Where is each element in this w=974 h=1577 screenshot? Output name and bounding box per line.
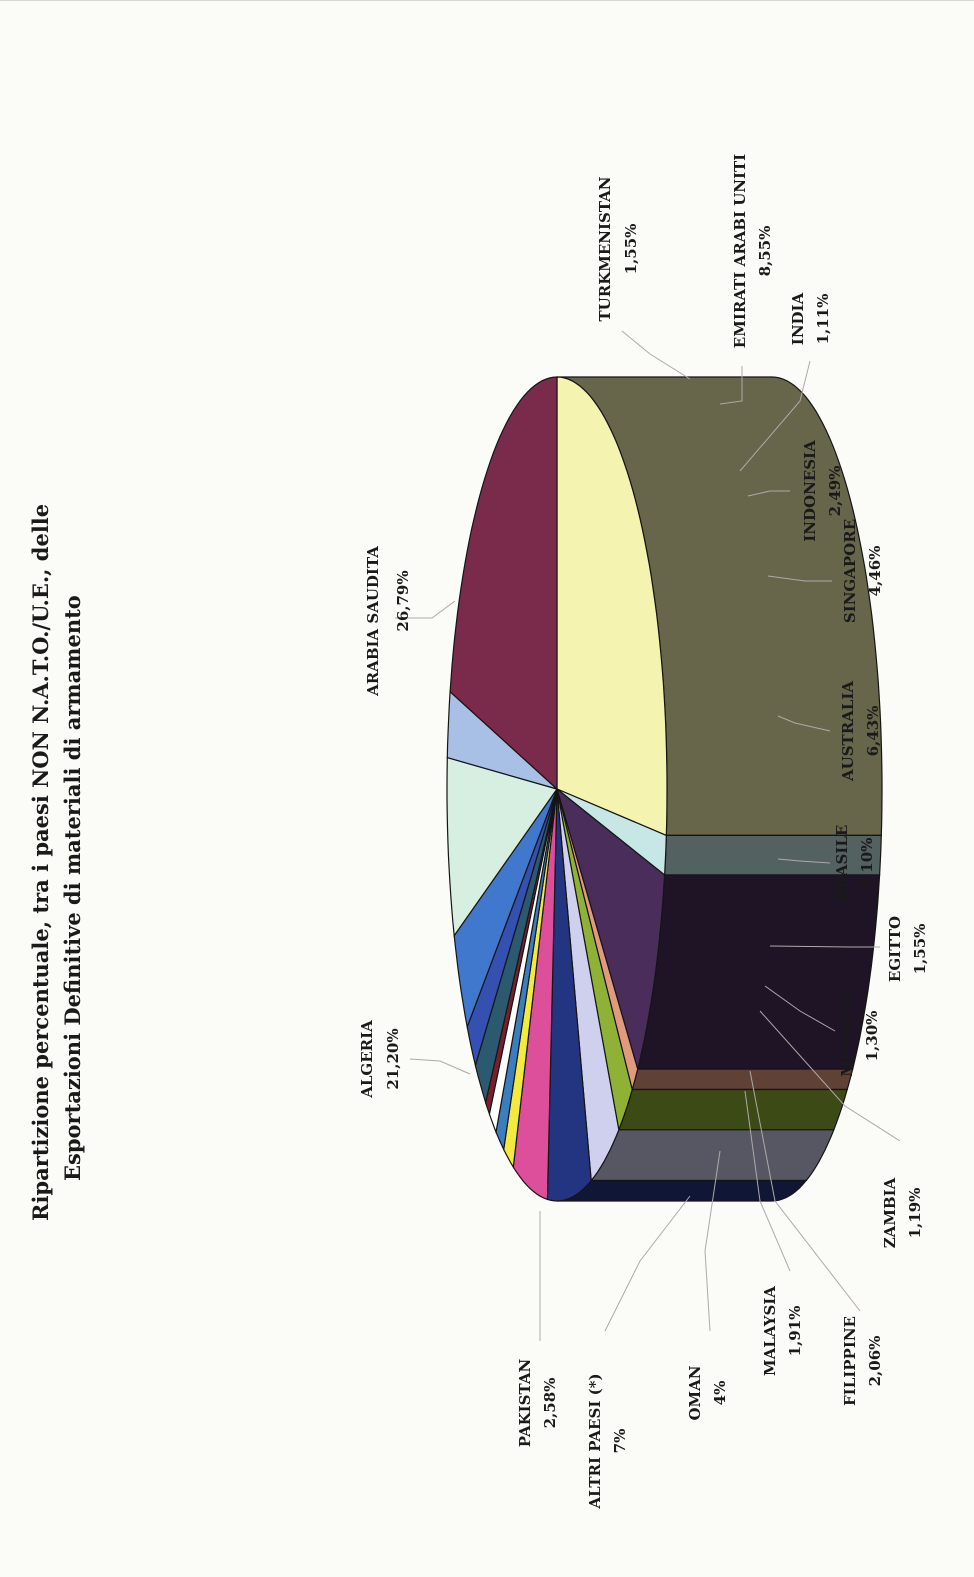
slice-value-10: 1,19% bbox=[906, 1188, 924, 1239]
slice-value-15: 7% bbox=[611, 1429, 629, 1454]
pie-slices bbox=[446, 376, 883, 1202]
slice-value-3: 1,11% bbox=[814, 294, 832, 345]
leader-line-12 bbox=[749, 1070, 861, 1312]
slice-value-7: 5,10% bbox=[858, 838, 876, 889]
slice-value-4: 2,49% bbox=[826, 466, 844, 517]
slice-label-17: ALGERIA 21,20% bbox=[358, 1020, 471, 1099]
leader-line-8 bbox=[769, 945, 880, 948]
leader-line-6 bbox=[777, 715, 831, 732]
slice-label-9: MESSICO 1,30% bbox=[764, 985, 881, 1077]
leader-line-10 bbox=[759, 1010, 901, 1142]
leader-line-17 bbox=[409, 1058, 471, 1075]
slice-label-3: INDIA 1,11% bbox=[739, 292, 832, 472]
slice-label-5: SINGAPORE 4,46% bbox=[767, 519, 884, 623]
slice-label-8: EGITTO 1,55% bbox=[769, 916, 929, 982]
slice-label-7: BRASILE 5,10% bbox=[777, 825, 876, 902]
slice-value-13: 1,91% bbox=[786, 1306, 804, 1357]
slice-value-9: 1,30% bbox=[863, 1011, 881, 1062]
slice-label-2: EMIRATI ARABI UNITI 8,55% bbox=[719, 154, 774, 405]
slice-value-6: 6,43% bbox=[864, 706, 882, 757]
slice-name-5: SINGAPORE bbox=[841, 519, 859, 623]
pie-slice-5 bbox=[556, 788, 620, 1183]
slice-name-16: PAKISTAN bbox=[516, 1359, 534, 1448]
pie-slice-2 bbox=[555, 787, 666, 1072]
pie-wall-5 bbox=[589, 1129, 835, 1182]
slice-name-7: BRASILE bbox=[833, 825, 851, 902]
slice-name-3: INDIA bbox=[789, 292, 807, 345]
leader-line-7 bbox=[777, 858, 831, 864]
leader-line-3 bbox=[739, 360, 811, 472]
slice-name-6: AUSTRALIA bbox=[839, 681, 857, 782]
slice-label-12: FILIPPINE 2,06% bbox=[749, 1070, 884, 1406]
chart-subtitle: Esportazioni Definitive di materiali di … bbox=[60, 595, 85, 1181]
slice-name-15: ALTRI PAESI (*) bbox=[586, 1373, 604, 1509]
slice-label-13: MALAYSIA 1,91% bbox=[744, 1090, 804, 1376]
pie-slice-15 bbox=[446, 756, 558, 938]
pie-wall-3 bbox=[631, 1068, 854, 1091]
slice-value-1: 1,55% bbox=[622, 224, 640, 275]
slice-name-1: TURKMENISTAN bbox=[596, 176, 614, 321]
pie-slice-17 bbox=[449, 376, 558, 791]
slice-label-16: PAKISTAN 2,58% bbox=[516, 1211, 559, 1447]
slice-value-17: 21,20% bbox=[384, 1028, 402, 1089]
slice-value-12: 2,06% bbox=[866, 1336, 884, 1387]
slice-name-13: MALAYSIA bbox=[761, 1286, 779, 1376]
slice-label-1: TURKMENISTAN 1,55% bbox=[596, 176, 691, 380]
chart-title: Ripartizione percentuale, tra i paesi NO… bbox=[28, 504, 53, 1221]
slice-value-5: 4,46% bbox=[866, 546, 884, 597]
leader-line-14 bbox=[704, 1150, 721, 1332]
slice-name-2: EMIRATI ARABI UNITI bbox=[731, 154, 749, 348]
slice-label-15: ALTRI PAESI (*) 7% bbox=[586, 1195, 691, 1510]
leader-line-13 bbox=[744, 1090, 791, 1272]
slice-name-17: ALGERIA bbox=[358, 1020, 376, 1099]
slice-label-14: OMAN 4% bbox=[686, 1150, 729, 1421]
chart-title-group: Ripartizione percentuale, tra i paesi NO… bbox=[28, 504, 85, 1221]
pie-wall-4 bbox=[617, 1088, 848, 1131]
slice-name-0: ARABIA SAUDITA bbox=[364, 546, 382, 697]
pie-wall-6 bbox=[556, 1179, 808, 1202]
slice-name-10: ZAMBIA bbox=[881, 1177, 899, 1248]
slice-label-0: ARABIA SAUDITA 26,79% bbox=[364, 546, 456, 697]
slice-value-2: 8,55% bbox=[756, 226, 774, 277]
leader-line-0 bbox=[395, 600, 456, 619]
slice-value-14: 4% bbox=[711, 1381, 729, 1406]
slice-name-14: OMAN bbox=[686, 1365, 704, 1420]
slice-label-10: ZAMBIA 1,19% bbox=[759, 1010, 924, 1248]
pie-slice-4 bbox=[556, 788, 633, 1133]
slice-name-8: EGITTO bbox=[886, 916, 904, 982]
leader-line-5 bbox=[767, 575, 832, 582]
slice-name-12: FILIPPINE bbox=[841, 1316, 859, 1406]
slice-value-16: 2,58% bbox=[541, 1378, 559, 1429]
leader-line-9 bbox=[764, 985, 836, 1032]
slice-labels: ARABIA SAUDITA 26,79% TURKMENISTAN 1,55% EMI… bbox=[358, 154, 929, 1510]
pie-slice-7 bbox=[512, 788, 558, 1201]
slice-name-4: INDONESIA bbox=[801, 440, 819, 542]
pie-slice-6 bbox=[546, 788, 592, 1202]
leader-line-2 bbox=[719, 366, 743, 405]
slice-value-8: 1,55% bbox=[911, 924, 929, 975]
pie-slice-14 bbox=[453, 788, 558, 1030]
leader-line-4 bbox=[747, 490, 790, 497]
leader-line-1 bbox=[621, 330, 691, 380]
pie-slice-0 bbox=[556, 376, 668, 837]
slice-label-4: INDONESIA 2,49% bbox=[747, 440, 844, 542]
slice-value-0: 26,79% bbox=[394, 570, 412, 631]
slice-label-6: AUSTRALIA 6,43% bbox=[777, 681, 882, 782]
slice-name-9: MESSICO bbox=[838, 995, 856, 1076]
leader-line-15 bbox=[604, 1195, 691, 1332]
